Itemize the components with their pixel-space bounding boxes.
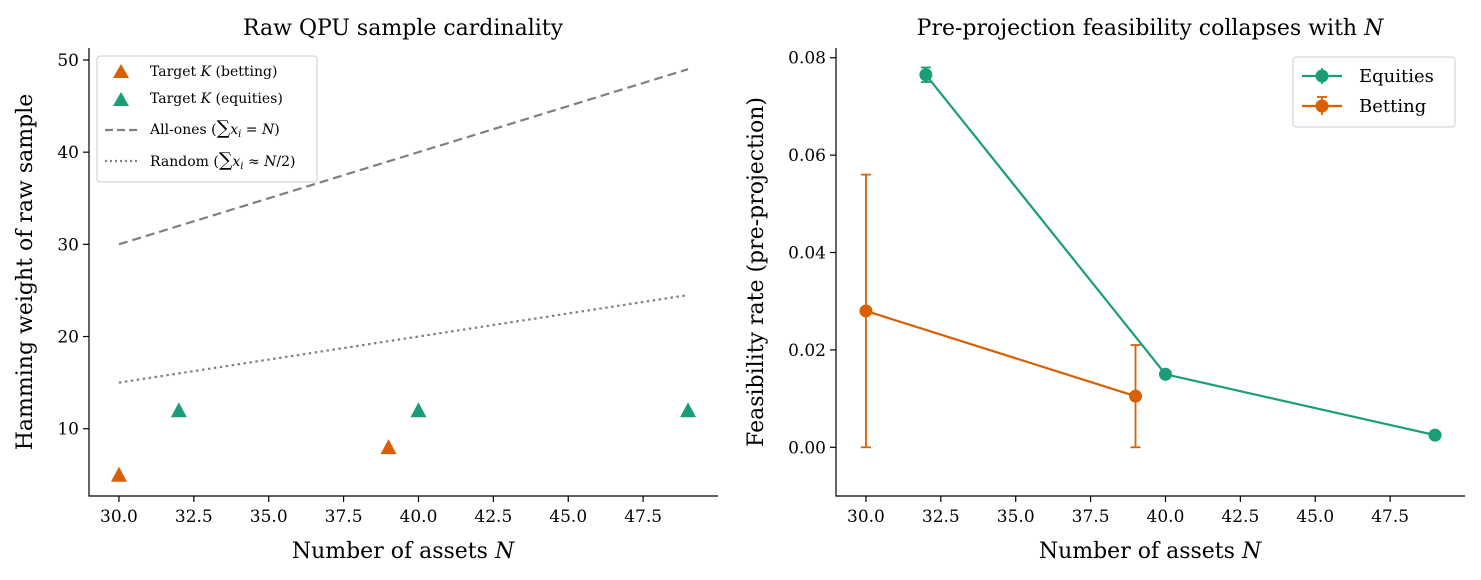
svg-text:Target K (equities): Target K (equities) [150, 91, 283, 107]
data-point [859, 304, 873, 318]
legend-triangle-betting-icon [113, 64, 129, 78]
x-tick-label: 45.0 [549, 507, 587, 527]
legend-equities-marker-icon [1315, 69, 1329, 83]
svg-text:Target K (betting): Target K (betting) [150, 64, 277, 80]
left-y-axis-label: Hamming weight of raw sample [13, 94, 38, 451]
right-chart-axes [835, 48, 1465, 497]
right-y-axis-label: Feasibility rate (pre-projection) [744, 97, 769, 447]
data-point [1428, 428, 1442, 442]
left-chart: Raw QPU sample cardinality 30.0 32.5 35.0 3… [13, 16, 718, 564]
x-tick-label: 45.0 [1296, 507, 1334, 527]
x-tick-label: 47.5 [1371, 507, 1409, 527]
y-tick-label: 30 [57, 235, 79, 255]
y-tick-label: 0.04 [788, 244, 826, 264]
x-tick-label: 40.0 [1147, 507, 1185, 527]
x-tick-label: 37.5 [1072, 507, 1110, 527]
triangle-point [410, 402, 427, 418]
right-legend: Equities Betting [1292, 56, 1456, 128]
x-tick-label: 30.0 [847, 507, 885, 527]
x-tick-label: 37.5 [325, 507, 363, 527]
legend-betting-marker-icon [1315, 99, 1329, 113]
right-x-ticks: 30.0 32.5 35.0 37.5 40.0 42.5 45.0 47.5 [847, 496, 1409, 527]
y-tick-label: 10 [57, 420, 79, 440]
triangle-point [170, 402, 187, 418]
x-tick-label: 42.5 [474, 507, 512, 527]
data-point [919, 68, 933, 82]
legend-item-all-ones: All-ones (∑xi = N) [105, 117, 280, 140]
legend-item-betting-series: Betting [1302, 96, 1426, 117]
y-tick-label: 0.08 [788, 49, 826, 69]
left-x-ticks: 30.0 32.5 35.0 37.5 40.0 42.5 45.0 47.5 [100, 496, 662, 527]
legend-item-equities-series: Equities [1302, 66, 1434, 87]
series-line [924, 74, 1436, 437]
left-legend: Target K (betting) Target K (equities) A… [96, 55, 318, 183]
legend-equities-label: Equities [1359, 66, 1434, 87]
legend-item-equities: Target K (equities) [113, 91, 283, 107]
right-chart-title: Pre-projection feasibility collapses wit… [917, 16, 1384, 41]
right-chart-marks [859, 66, 1442, 449]
y-tick-label: 50 [57, 51, 79, 71]
data-point [1158, 367, 1172, 381]
x-tick-label: 30.0 [100, 507, 138, 527]
y-tick-label: 0.00 [788, 438, 826, 458]
legend-item-random: Random (∑xi ≈ N/2) [105, 149, 295, 172]
right-y-ticks: 0.00 0.02 0.04 0.06 0.08 [788, 49, 836, 458]
x-tick-label: 47.5 [624, 507, 662, 527]
right-x-axis-label: Number of assets N [1039, 539, 1262, 564]
y-tick-label: 0.06 [788, 146, 826, 166]
left-x-axis-label: Number of assets N [292, 539, 515, 564]
dotted-reference-line [118, 293, 689, 384]
left-y-ticks: 10 20 30 40 50 [57, 51, 89, 440]
svg-text:Random (∑xi ≈ N/2): Random (∑xi ≈ N/2) [150, 149, 295, 172]
left-chart-marks [110, 68, 697, 482]
y-tick-label: 40 [57, 143, 79, 163]
svg-text:All-ones (∑xi = N): All-ones (∑xi = N) [149, 117, 280, 140]
triangle-point [110, 466, 127, 482]
left-chart-title: Raw QPU sample cardinality [243, 16, 564, 41]
right-chart: Pre-projection feasibility collapses wit… [744, 16, 1465, 564]
data-point [1129, 389, 1143, 403]
left-chart-axes [88, 48, 718, 497]
legend-betting-label: Betting [1359, 96, 1426, 117]
triangle-point [680, 402, 697, 418]
x-tick-label: 40.0 [400, 507, 438, 527]
x-tick-label: 35.0 [997, 507, 1035, 527]
x-tick-label: 35.0 [250, 507, 288, 527]
legend-triangle-equities-icon [113, 92, 129, 106]
dashed-reference-line [118, 68, 689, 246]
x-tick-label: 32.5 [922, 507, 960, 527]
legend-item-betting: Target K (betting) [113, 64, 277, 80]
y-tick-label: 20 [57, 328, 79, 348]
triangle-point [380, 439, 397, 455]
x-tick-label: 32.5 [175, 507, 213, 527]
y-tick-label: 0.02 [788, 341, 826, 361]
x-tick-label: 42.5 [1221, 507, 1259, 527]
series-line [865, 309, 1136, 398]
